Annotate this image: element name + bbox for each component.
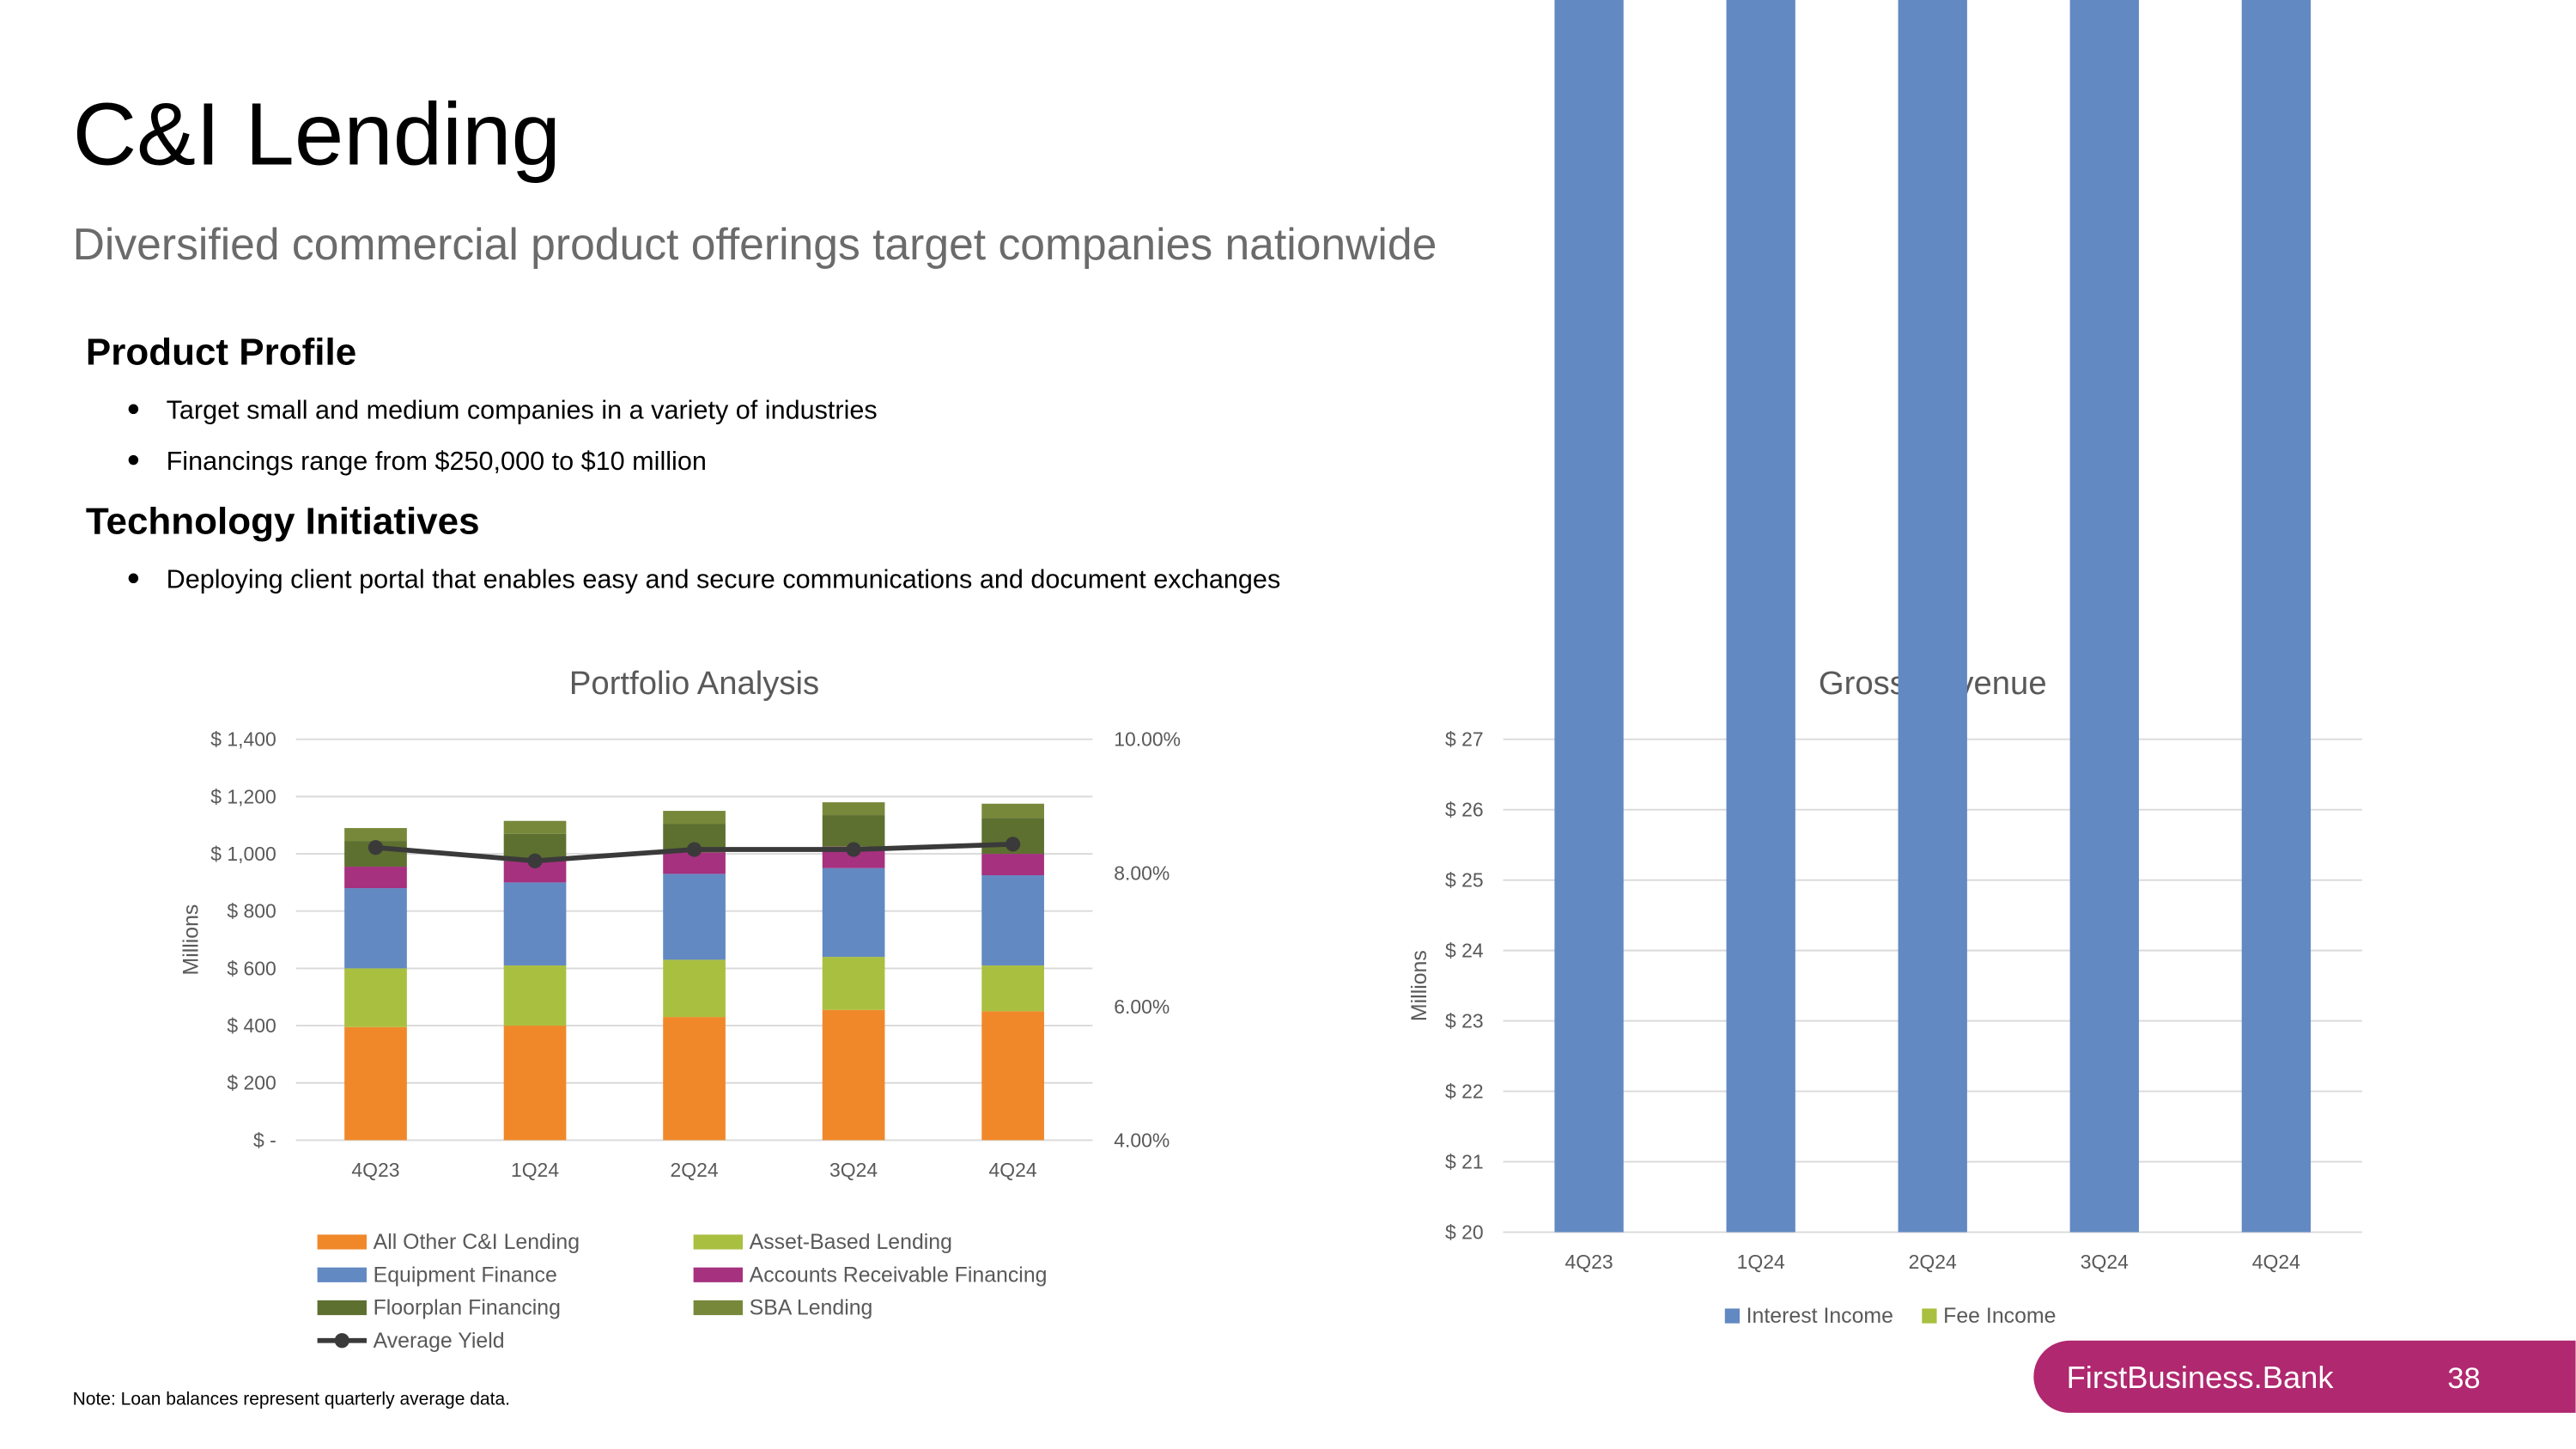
section-heading: Technology Initiatives: [86, 501, 480, 543]
legend-marker: [334, 1333, 349, 1349]
bar-segment: [822, 802, 885, 816]
legend-label: Average Yield: [374, 1329, 505, 1353]
footer-banner: [2033, 1340, 2576, 1413]
bar-segment: [822, 1009, 885, 1141]
y-tick-label: $ 26: [1445, 799, 1484, 821]
bar-segment: [822, 815, 885, 847]
bar-segment: [344, 888, 407, 969]
bar-segment: [663, 959, 726, 1018]
legend-swatch: [1922, 1308, 1937, 1324]
bar-segment: [663, 874, 726, 960]
y-tick-label: $ 25: [1445, 869, 1484, 892]
legend-swatch: [693, 1267, 743, 1282]
brand: FirstBusiness.Bank: [2067, 1360, 2335, 1395]
x-tick-label: 4Q24: [2252, 1251, 2300, 1273]
bar-segment: [344, 867, 407, 889]
bar-segment: [2241, 0, 2312, 1233]
legend-label: Floorplan Financing: [374, 1296, 561, 1320]
x-tick-label: 4Q24: [989, 1159, 1037, 1181]
y2-tick-label: 6.00%: [1114, 995, 1170, 1018]
legend-label: Accounts Receivable Financing: [750, 1263, 1048, 1287]
y-tick-label: $ 800: [227, 900, 276, 922]
bar-segment: [1898, 0, 1967, 1233]
bar-segment: [981, 1011, 1044, 1141]
x-tick-label: 3Q24: [2081, 1251, 2129, 1273]
bar-segment: [981, 854, 1044, 876]
x-tick-label: 2Q24: [1909, 1251, 1957, 1273]
line-marker: [368, 840, 384, 855]
bar-segment: [981, 875, 1044, 966]
bullet: [128, 404, 139, 414]
y-tick-label: $ 20: [1445, 1221, 1484, 1244]
line-marker: [686, 842, 702, 857]
bar-segment: [344, 828, 407, 842]
bar-segment: [503, 882, 567, 966]
bar-segment: [822, 957, 885, 1010]
legend-swatch: [317, 1300, 367, 1316]
y-axis-label: Millions: [179, 904, 203, 976]
bullet: [128, 573, 139, 584]
x-tick-label: 1Q24: [1737, 1251, 1785, 1273]
x-tick-label: 1Q24: [511, 1159, 559, 1181]
y-tick-label: $ 24: [1445, 940, 1484, 962]
bullet-text: Financings range from $250,000 to $10 mi…: [167, 447, 707, 476]
chart-title: Portfolio Analysis: [569, 665, 819, 702]
y-tick-label: $ 1,200: [210, 785, 276, 807]
slide-subtitle: Diversified commercial product offerings…: [73, 219, 1437, 269]
y-tick-label: $ 200: [227, 1072, 276, 1094]
legend-swatch: [1724, 1308, 1740, 1324]
legend-swatch: [693, 1300, 743, 1316]
bar-segment: [2069, 0, 2139, 1233]
legend-label: Interest Income: [1747, 1304, 1893, 1328]
y-tick-label: $ 600: [227, 957, 276, 979]
page-number: 38: [2447, 1362, 2480, 1395]
bar-segment: [822, 868, 885, 958]
y-tick-label: $ -: [253, 1129, 276, 1151]
x-tick-label: 4Q23: [1565, 1251, 1613, 1273]
line-marker: [846, 842, 861, 857]
slide-title: C&I Lending: [73, 84, 561, 183]
bullet: [128, 454, 139, 466]
line-marker: [527, 853, 543, 868]
bar-segment: [663, 1017, 726, 1141]
y-tick-label: $ 27: [1445, 728, 1484, 751]
bar-segment: [503, 965, 567, 1026]
bar-segment: [981, 803, 1044, 819]
bar-segment: [1554, 0, 1624, 1233]
y-tick-label: $ 22: [1445, 1081, 1484, 1103]
legend-label: Asset-Based Lending: [750, 1230, 952, 1254]
y2-tick-label: 4.00%: [1114, 1129, 1170, 1151]
x-tick-label: 2Q24: [670, 1159, 718, 1181]
bar-segment: [344, 1026, 407, 1141]
y-tick-label: $ 23: [1445, 1010, 1484, 1032]
x-tick-label: 3Q24: [829, 1159, 878, 1181]
bar-segment: [1726, 0, 1795, 1233]
bar-segment: [981, 965, 1044, 1012]
y-tick-label: $ 1,000: [210, 843, 276, 865]
legend-label: All Other C&I Lending: [374, 1230, 580, 1254]
bar-segment: [344, 968, 407, 1027]
y-tick-label: $ 1,400: [210, 728, 276, 751]
y-tick-label: $ 21: [1445, 1151, 1484, 1173]
y-tick-label: $ 400: [227, 1014, 276, 1037]
legend-label: SBA Lending: [750, 1296, 873, 1320]
legend-label: Fee Income: [1943, 1304, 2056, 1328]
y2-tick-label: 8.00%: [1114, 861, 1170, 884]
section-heading: Product Profile: [86, 332, 356, 374]
legend-swatch: [693, 1234, 743, 1250]
line-marker: [1005, 837, 1021, 852]
bar-segment: [663, 811, 726, 825]
bullet-text: Deploying client portal that enables eas…: [167, 565, 1281, 594]
legend-swatch: [317, 1234, 367, 1250]
bar-segment: [503, 820, 567, 834]
bar-segment: [503, 1026, 567, 1141]
bullet-text: Target small and medium companies in a v…: [167, 396, 878, 425]
y2-tick-label: 10.00%: [1114, 728, 1181, 751]
legend-label: Equipment Finance: [374, 1263, 557, 1287]
x-tick-label: 4Q23: [351, 1159, 399, 1181]
y-axis-label: Millions: [1407, 950, 1431, 1021]
footnote: Note: Loan balances represent quarterly …: [73, 1389, 510, 1409]
legend-swatch: [317, 1267, 367, 1282]
